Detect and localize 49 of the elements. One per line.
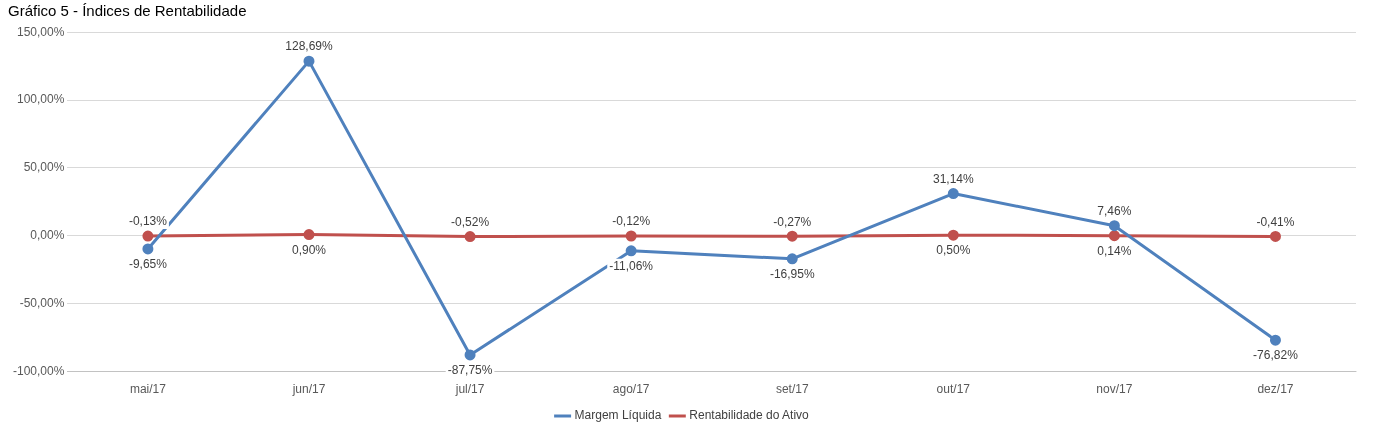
y-tick-label: -50,00% bbox=[19, 296, 65, 311]
point bbox=[625, 230, 637, 242]
x-tick-label: dez/17 bbox=[1257, 382, 1294, 397]
data-label: -11,06% bbox=[609, 259, 654, 274]
data-label: 0,90% bbox=[291, 242, 327, 257]
y-tick-label: 50,00% bbox=[23, 160, 65, 175]
point bbox=[142, 230, 154, 242]
x-tick-label: jul/17 bbox=[454, 382, 485, 397]
data-label: -9,65% bbox=[128, 257, 168, 272]
data-label: -0,12% bbox=[612, 214, 651, 229]
data-label: -0,41% bbox=[1256, 214, 1295, 229]
data-label: 31,14% bbox=[932, 171, 974, 186]
data-label: -16,95% bbox=[769, 267, 815, 282]
x-tick-label: jun/17 bbox=[291, 382, 326, 397]
x-tick-label: mai/17 bbox=[129, 382, 167, 397]
point bbox=[303, 55, 315, 67]
y-tick-label: -100,00% bbox=[12, 363, 65, 378]
y-tick-label: 100,00% bbox=[16, 92, 65, 107]
x-tick-label: nov/17 bbox=[1096, 382, 1133, 397]
x-tick-label: set/17 bbox=[775, 382, 809, 397]
data-label: -0,52% bbox=[451, 214, 490, 229]
point bbox=[947, 229, 959, 241]
point bbox=[1269, 334, 1281, 346]
data-label: 128,69% bbox=[285, 39, 333, 54]
data-label: 0,50% bbox=[936, 243, 971, 258]
y-tick-label: 150,00% bbox=[16, 24, 65, 39]
x-tick-label: out/17 bbox=[936, 382, 971, 397]
data-label: -0,13% bbox=[128, 214, 168, 229]
point bbox=[1108, 230, 1120, 242]
point bbox=[142, 243, 154, 255]
point bbox=[1269, 230, 1281, 242]
point bbox=[1108, 220, 1120, 232]
x-tick-label: ago/17 bbox=[612, 382, 650, 397]
point bbox=[303, 229, 315, 241]
data-label: -0,27% bbox=[773, 214, 812, 229]
legend-label: Margem Líquida bbox=[574, 408, 662, 423]
data-label: -76,82% bbox=[1253, 348, 1299, 363]
point bbox=[786, 230, 798, 242]
point bbox=[464, 231, 476, 243]
point bbox=[464, 349, 476, 361]
point bbox=[786, 253, 798, 265]
y-tick-label: 0,00% bbox=[30, 228, 65, 243]
legend-label: Rentabilidade do Ativo bbox=[689, 408, 810, 423]
data-label: -87,75% bbox=[447, 363, 493, 378]
data-label: 7,46% bbox=[1097, 204, 1132, 219]
point bbox=[625, 245, 637, 257]
data-label: 0,14% bbox=[1097, 243, 1132, 258]
chart-title: Gráfico 5 - Índices de Rentabilidade bbox=[7, 1, 248, 21]
point bbox=[947, 188, 959, 200]
